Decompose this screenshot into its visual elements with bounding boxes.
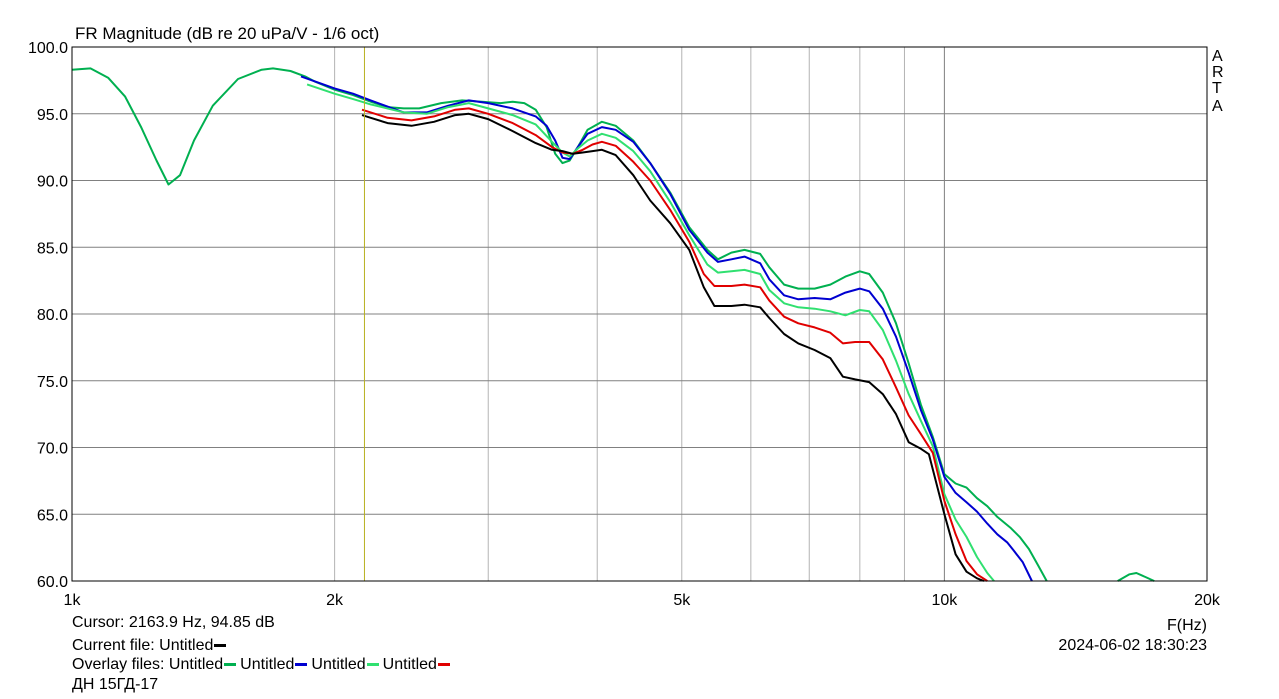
series-line-4 (361, 112, 985, 582)
x-tick-label: 1k (64, 592, 82, 609)
plot-frame (71, 46, 1208, 582)
y-tick-label: 65.0 (37, 507, 68, 524)
overlay-files-label: Overlay files: (72, 656, 169, 673)
series-lines (71, 67, 1155, 582)
device-name: ДН 15ГД-17 (72, 676, 159, 693)
x-tick-label: 10k (931, 592, 958, 609)
overlay-file-name: Untitled (168, 656, 224, 673)
y-tick-label: 95.0 (37, 107, 68, 124)
y-tick-label: 60.0 (37, 574, 68, 591)
x-tick-label: 2k (326, 592, 344, 609)
series-line-5 (1117, 572, 1155, 582)
x-axis-label: F(Hz) (1167, 617, 1207, 634)
overlay-swatch (366, 663, 379, 667)
arta-letter: T (1212, 80, 1222, 97)
timestamp: 2024-06-02 18:30:23 (1058, 637, 1207, 654)
y-tick-label: 90.0 (37, 174, 68, 191)
x-tick-labels: 1k 2k 5k 10k 20k (64, 592, 1221, 609)
current-file-line: Current file: Untitled (72, 637, 230, 655)
y-tick-label: 85.0 (37, 240, 68, 257)
arta-letter: A (1212, 98, 1223, 115)
series-line-1 (300, 75, 1033, 582)
overlay-file-name: Untitled (382, 656, 437, 673)
y-tick-label: 75.0 (37, 374, 68, 391)
chart-title: FR Magnitude (dB re 20 uPa/V - 1/6 oct) (75, 24, 379, 43)
overlay-swatch (224, 663, 237, 667)
series-line-3 (361, 107, 988, 582)
overlay-swatch (295, 663, 308, 667)
arta-letter: A (1212, 48, 1223, 65)
y-tick-label: 70.0 (37, 441, 68, 458)
x-tick-label: 20k (1194, 592, 1221, 609)
grid-lines (71, 46, 1208, 582)
overlay-swatch (437, 663, 450, 667)
overlay-files-line: Overlay files: Untitled Untitled Untitled U… (72, 656, 454, 674)
arta-letter: R (1212, 64, 1224, 81)
y-tick-labels: 100.0 95.0 90.0 85.0 80.0 75.0 70.0 65.0 60.0 (28, 40, 68, 591)
current-file-label: Current file: (72, 637, 160, 654)
y-tick-label: 80.0 (37, 307, 68, 324)
cursor-readout: Cursor: 2163.9 Hz, 94.85 dB (72, 614, 275, 631)
current-file-name: Untitled (159, 637, 214, 654)
series-line-0 (71, 67, 1048, 582)
overlay-file-name: Untitled (311, 656, 366, 673)
overlay-file-name: Untitled (240, 656, 295, 673)
current-file-swatch (214, 644, 227, 648)
series-line-2 (306, 83, 995, 582)
overlay-list: Untitled Untitled Untitled Untitled (169, 656, 454, 673)
x-tick-label: 5k (673, 592, 691, 609)
y-tick-label: 100.0 (28, 40, 68, 57)
